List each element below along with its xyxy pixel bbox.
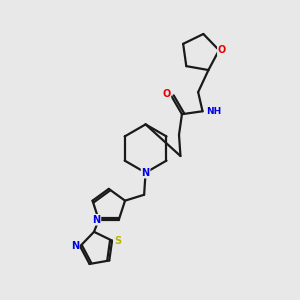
Text: N: N	[71, 241, 79, 251]
Text: N: N	[92, 215, 101, 225]
Text: S: S	[114, 236, 121, 246]
Text: O: O	[218, 45, 226, 55]
Text: NH: NH	[206, 107, 221, 116]
Text: O: O	[162, 88, 170, 99]
Text: N: N	[142, 168, 150, 178]
